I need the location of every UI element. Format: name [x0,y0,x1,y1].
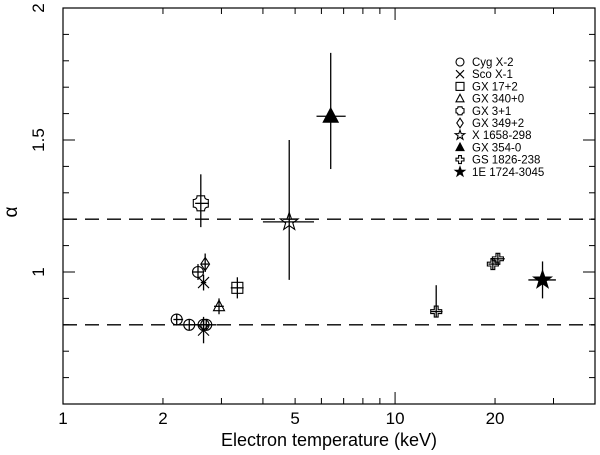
open-star-marker [278,210,300,231]
legend-label: GX 3+1 [472,106,511,118]
reference-lines [63,218,595,326]
y-axis-label: α [1,206,22,217]
data-point [490,252,505,265]
x-tick-label: 5 [290,409,299,428]
legend-label: Sco X-1 [472,69,513,81]
legend-entry: 1E 1724-3045 [453,165,544,179]
cross-marker [455,69,465,79]
data-point [170,313,184,326]
legend-entry: GS 1826-238 [455,155,540,167]
legend-label: GX 17+2 [472,81,518,93]
legend-label: GS 1826-238 [472,155,540,167]
y-tick-label: 1.5 [29,128,48,152]
legend-entry: Sco X-1 [455,69,513,81]
legend-label: 1E 1724-3045 [472,167,544,179]
data-point [528,261,556,299]
triangle-marker [212,299,226,312]
x-tick-label: 2 [158,409,167,428]
data-points [170,52,556,344]
x-tick-label: 10 [386,409,405,428]
circle-marker [170,313,183,326]
open-plus-marker [486,258,499,271]
diamond-marker [456,117,464,129]
legend-entry: GX 3+1 [455,106,511,118]
x-tick-label: 20 [486,409,505,428]
circle-marker [455,57,465,67]
legend-entry: GX 340+0 [455,93,524,106]
legend-entry: Cyg X-2 [455,57,514,69]
legend-entry: X 1658-298 [453,128,531,142]
legend-label: GX 340+0 [472,94,524,106]
open-plus-marker [491,252,504,265]
legend-label: X 1658-298 [472,130,531,142]
square-marker [231,281,244,294]
cross-marker [197,276,210,289]
plot-frame [62,7,596,405]
data-point [212,298,226,315]
data-point [230,277,244,299]
open-plus-marker [455,155,465,165]
ticks-layer: 1 2 5 10 20 1 1.5 2 [29,3,596,428]
legend-label: Cyg X-2 [472,57,514,69]
triangle-marker [455,93,465,103]
filled-triangle-marker [455,141,465,152]
data-point [316,52,346,170]
filled-star-marker [532,268,554,289]
y-tick-label: 1 [29,267,48,276]
legend-entry: GX 354-0 [455,141,521,154]
legend-label: GX 349+2 [472,118,524,130]
data-point [197,274,210,291]
data-point [200,253,211,272]
x-tick-label: 1 [58,409,67,428]
legend-label: GX 354-0 [472,142,521,154]
legend-entry: GX 349+2 [456,117,524,130]
diamond-marker [200,256,211,272]
cross-marker [197,324,210,336]
data-point [430,285,443,318]
x-axis-label: Electron temperature (keV) [221,430,437,450]
square-marker [455,81,465,91]
data-point [262,140,315,280]
cornered-square-marker [192,195,209,212]
open-plus-marker [430,305,443,318]
data-point [192,174,209,228]
y-tick-label: 2 [29,3,48,12]
filled-star-marker [453,165,467,178]
cornered-square-marker [455,106,465,116]
legend-entry: GX 17+2 [455,81,518,93]
filled-triangle-marker [322,106,340,123]
open-star-marker [453,128,467,141]
data-point [197,316,210,344]
